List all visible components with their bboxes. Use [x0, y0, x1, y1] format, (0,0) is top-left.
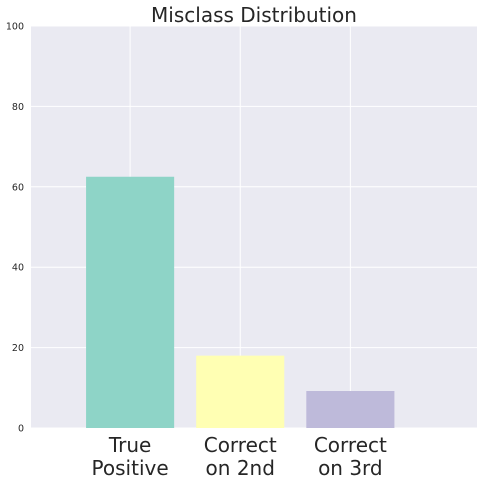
x-tick-label: True Positive [92, 433, 169, 480]
bars [86, 176, 395, 428]
x-tick-label: Correct on 3rd [314, 433, 387, 480]
y-tick-label: 80 [12, 102, 24, 113]
chart-title: Misclass Distribution [151, 3, 357, 27]
bar [196, 355, 285, 428]
y-tick-label: 0 [18, 424, 24, 435]
x-tick-labels: True Positive Correct on 2nd Correct on 3rd [92, 433, 387, 480]
y-tick-label: 100 [6, 22, 24, 33]
bar [86, 176, 175, 428]
y-tick-label: 20 [12, 343, 24, 354]
x-tick-label: Correct on 2nd [204, 433, 277, 480]
y-tick-labels: 0 20 40 60 80 100 [6, 22, 24, 435]
y-tick-label: 40 [12, 263, 24, 274]
bar [306, 391, 395, 428]
y-tick-label: 60 [12, 182, 24, 193]
